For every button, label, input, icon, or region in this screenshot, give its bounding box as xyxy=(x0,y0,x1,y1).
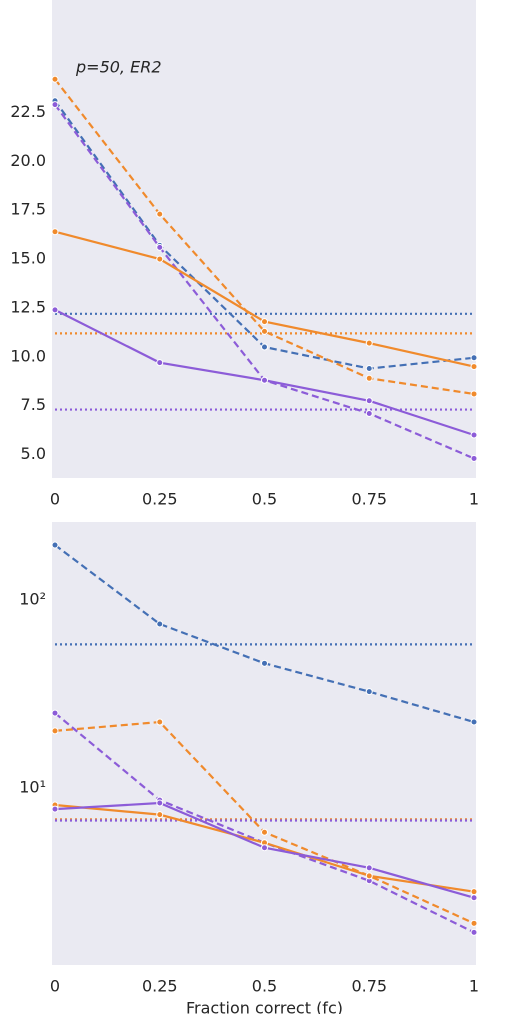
x-tick-label: 1 xyxy=(469,490,479,509)
point-marker xyxy=(261,343,268,351)
point-marker xyxy=(365,864,373,872)
point-marker xyxy=(470,431,478,439)
point-marker xyxy=(261,376,268,384)
y-tick-label: 10¹ xyxy=(19,777,46,796)
y-tick-label: 10² xyxy=(19,589,46,608)
point-marker xyxy=(261,828,268,836)
y-tick-label: 7.5 xyxy=(21,395,46,414)
annotation: p=50, ER2 xyxy=(75,58,162,77)
point-marker xyxy=(51,306,59,314)
y-tick-label: 5.0 xyxy=(21,444,46,463)
x-tick-label: 0.75 xyxy=(351,490,387,509)
point-marker xyxy=(51,228,59,236)
point-marker xyxy=(365,409,373,417)
point-marker xyxy=(51,709,59,717)
point-marker xyxy=(470,928,478,936)
x-tick-label: 0.25 xyxy=(142,490,178,509)
point-marker xyxy=(261,318,268,326)
point-marker xyxy=(51,541,59,549)
point-marker xyxy=(365,374,373,382)
point-marker xyxy=(261,844,268,852)
y-tick-label: 20.0 xyxy=(10,151,46,170)
point-marker xyxy=(470,354,478,362)
point-marker xyxy=(470,363,478,371)
point-marker xyxy=(51,727,59,735)
point-marker xyxy=(51,75,59,83)
x-tick-label: 0.5 xyxy=(252,490,277,509)
x-tick-label: 0 xyxy=(50,977,60,996)
point-marker xyxy=(470,390,478,398)
x-tick-label: 0.25 xyxy=(142,977,178,996)
y-tick-label: 10.0 xyxy=(10,346,46,365)
y-tick-label: 15.0 xyxy=(10,249,46,268)
point-marker xyxy=(470,888,478,896)
point-marker xyxy=(365,339,373,347)
y-tick-label: 17.5 xyxy=(10,200,46,219)
point-marker xyxy=(470,894,478,902)
point-marker xyxy=(156,799,164,807)
x-tick-label: 0 xyxy=(50,490,60,509)
point-marker xyxy=(156,359,164,367)
point-marker xyxy=(156,811,164,819)
point-marker xyxy=(365,365,373,373)
point-marker xyxy=(156,255,164,263)
point-marker xyxy=(470,718,478,726)
point-marker xyxy=(261,327,268,335)
y-tick-label: 22.5 xyxy=(10,102,46,121)
x-tick-label: 0.75 xyxy=(351,977,387,996)
plot-background xyxy=(52,522,476,965)
point-marker xyxy=(156,243,164,251)
series-line xyxy=(54,78,475,396)
y-tick-label: 12.5 xyxy=(10,297,46,316)
point-marker xyxy=(261,659,268,667)
point-marker xyxy=(470,454,478,462)
point-marker xyxy=(51,101,59,109)
series-line xyxy=(54,712,475,934)
point-marker xyxy=(365,397,373,405)
point-marker xyxy=(365,688,373,696)
plot-background xyxy=(52,0,476,478)
point-marker xyxy=(470,919,478,927)
point-marker xyxy=(156,718,164,726)
x-tick-label: 0.5 xyxy=(252,977,277,996)
point-marker xyxy=(156,620,164,628)
point-marker xyxy=(51,805,59,813)
x-tick-label: 1 xyxy=(469,977,479,996)
point-marker xyxy=(365,872,373,880)
point-marker xyxy=(156,210,164,218)
x-axis-label: Fraction correct (fc) xyxy=(186,999,343,1014)
